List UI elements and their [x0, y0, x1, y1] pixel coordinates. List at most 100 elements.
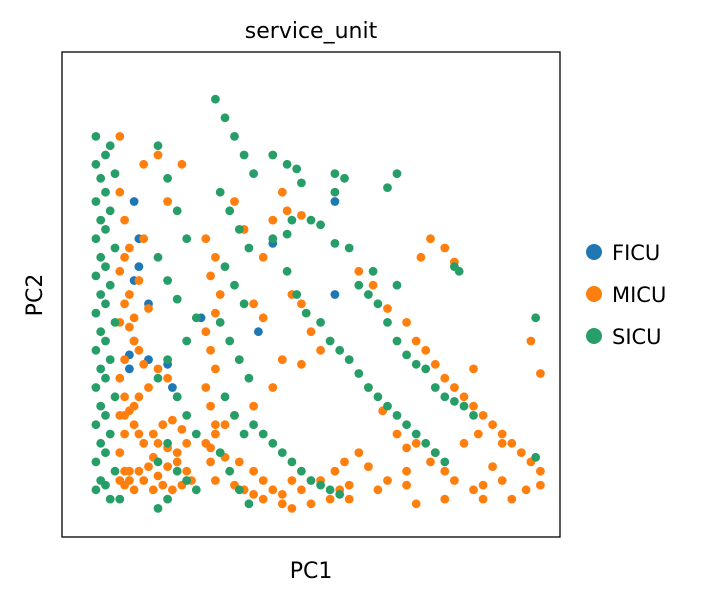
point-micu-147 [211, 252, 220, 262]
point-micu-152 [206, 345, 216, 355]
point-sicu-70 [234, 225, 244, 234]
point-sicu-131 [306, 476, 316, 485]
point-micu-129 [536, 466, 545, 476]
point-sicu-120 [402, 420, 411, 430]
plot-frame [61, 51, 561, 538]
point-micu-96 [411, 438, 421, 448]
point-sicu-106 [459, 401, 469, 411]
point-micu-4 [163, 197, 173, 206]
legend-label-micu: MICU [612, 283, 666, 307]
point-sicu-143 [392, 280, 402, 290]
point-micu-105 [536, 480, 545, 490]
point-micu-31 [153, 471, 163, 481]
point-sicu-115 [354, 369, 364, 378]
point-sicu-112 [325, 336, 335, 346]
point-micu-123 [478, 411, 488, 420]
point-micu-1 [139, 159, 149, 169]
point-sicu-84 [234, 485, 244, 495]
point-sicu-32 [105, 206, 115, 216]
point-micu-16 [144, 383, 153, 392]
point-micu-155 [206, 401, 216, 411]
point-sicu-60 [191, 485, 201, 495]
point-sicu-65 [230, 132, 239, 141]
point-micu-82 [344, 480, 354, 490]
point-micu-154 [201, 383, 211, 392]
point-micu-110 [402, 480, 411, 490]
point-sicu-24 [101, 299, 110, 309]
point-sicu-80 [230, 411, 239, 420]
point-micu-103 [497, 476, 507, 485]
point-sicu-35 [110, 318, 120, 327]
point-sicu-104 [440, 392, 450, 402]
point-micu-71 [249, 466, 258, 476]
point-micu-30 [139, 476, 149, 485]
point-micu-14 [153, 364, 163, 374]
point-sicu-78 [244, 373, 254, 383]
point-sicu-79 [220, 392, 230, 402]
point-micu-95 [402, 443, 411, 453]
point-sicu-43 [163, 173, 173, 183]
point-sicu-8 [96, 290, 106, 299]
point-micu-145 [124, 466, 134, 476]
point-micu-29 [129, 485, 139, 495]
point-micu-66 [220, 420, 230, 430]
point-sicu-100 [402, 350, 411, 360]
point-micu-51 [282, 206, 292, 216]
point-sicu-67 [249, 169, 258, 179]
point-sicu-12 [96, 364, 106, 374]
point-sicu-81 [239, 429, 249, 439]
point-ficu-14 [330, 290, 340, 299]
point-micu-132 [124, 243, 134, 253]
point-sicu-7 [91, 271, 101, 281]
point-ficu-13 [330, 197, 340, 206]
point-micu-102 [488, 462, 497, 471]
point-sicu-114 [344, 355, 354, 364]
point-micu-164 [526, 336, 536, 346]
legend-marker-ficu [586, 244, 602, 260]
point-micu-78 [330, 466, 340, 476]
point-micu-118 [430, 359, 440, 369]
point-micu-114 [383, 304, 392, 313]
point-micu-156 [211, 420, 220, 430]
point-micu-70 [234, 457, 244, 467]
point-sicu-101 [411, 359, 421, 369]
point-micu-17 [134, 392, 144, 402]
point-micu-170 [402, 466, 411, 476]
point-sicu-30 [105, 141, 115, 151]
point-micu-46 [158, 480, 168, 490]
point-sicu-98 [383, 318, 392, 327]
point-sicu-54 [182, 411, 192, 420]
point-micu-135 [120, 299, 129, 309]
point-sicu-133 [325, 485, 335, 495]
point-sicu-113 [335, 345, 345, 355]
point-micu-54 [258, 252, 268, 262]
point-micu-117 [421, 345, 431, 355]
point-sicu-55 [191, 429, 201, 439]
point-micu-63 [268, 383, 278, 392]
point-sicu-132 [316, 480, 325, 490]
point-sicu-123 [430, 448, 440, 457]
point-sicu-49 [191, 313, 201, 323]
point-micu-11 [129, 336, 139, 346]
point-sicu-20 [101, 150, 110, 160]
point-sicu-23 [101, 262, 110, 271]
point-sicu-71 [244, 243, 254, 253]
point-micu-50 [268, 215, 278, 225]
point-micu-21 [129, 420, 139, 430]
point-sicu-37 [110, 392, 120, 402]
point-sicu-85 [244, 499, 254, 509]
point-micu-25 [144, 462, 153, 471]
point-micu-12 [134, 345, 144, 355]
point-sicu-59 [182, 476, 192, 485]
point-sicu-144 [368, 266, 378, 276]
point-sicu-10 [96, 327, 106, 337]
point-micu-120 [450, 383, 459, 392]
point-micu-34 [182, 438, 192, 448]
point-sicu-89 [297, 178, 306, 188]
point-sicu-122 [421, 438, 431, 448]
point-sicu-21 [101, 187, 110, 197]
point-micu-168 [497, 438, 507, 448]
point-sicu-68 [215, 187, 225, 197]
point-sicu-22 [101, 225, 110, 234]
point-micu-41 [172, 457, 182, 467]
